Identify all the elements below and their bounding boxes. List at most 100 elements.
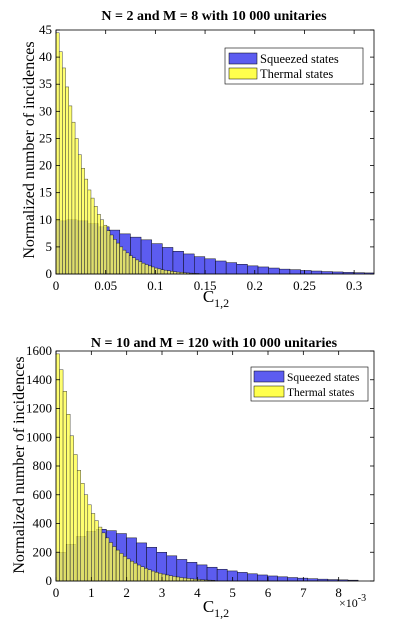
x-tick-label: 0 [53,278,60,293]
bar [106,230,111,275]
bar [66,414,71,582]
bar [97,214,101,275]
bar [279,268,291,275]
y-tick-label: 25 [39,130,52,145]
bar [80,483,85,582]
bars [55,32,375,275]
bar [287,577,298,582]
bar [115,549,120,582]
y-tick-label: 15 [39,185,52,200]
bar [237,572,248,582]
y-axis-label: Normalized number of incidences [21,41,38,258]
bar [122,556,127,582]
y-tick-label: 45 [39,22,52,37]
bar [160,269,165,275]
legend-label-squeezed: Squeezed states [260,52,339,66]
bar [161,573,166,582]
bars [55,353,359,582]
y-tick-label: 35 [39,76,52,91]
bar [247,573,258,582]
bar [297,577,308,582]
bar [289,269,301,275]
bar [135,259,139,275]
y-tick-label: 1400 [26,372,52,387]
x-axis-multiplier: ×10-3 [339,593,366,610]
bar [170,271,174,275]
bar [76,470,81,582]
bar [103,224,108,275]
legend-swatch-squeezed [253,370,285,383]
y-tick-label: 0 [46,266,53,281]
bar [78,154,82,275]
y-tick-label: 30 [39,103,52,118]
bar [138,261,143,275]
bar [94,520,99,582]
bar [116,242,120,275]
bar [100,219,104,275]
bar [108,542,113,582]
x-axis-label: C1,2 [203,287,229,310]
chart-title: N = 10 and M = 120 with 10 000 unitaries [91,336,338,351]
bar [172,576,177,582]
y-tick-label: 20 [39,158,52,173]
bar [216,568,228,582]
bar [215,260,227,275]
x-multiplier-exponent: -3 [358,593,366,604]
series-thermal [55,32,200,275]
bar [125,252,130,275]
bar [140,566,145,582]
bar [69,435,74,582]
bar [133,562,138,582]
bar [74,138,79,275]
bar [147,265,152,275]
bar [68,105,73,275]
x-tick-label: 6 [265,585,272,600]
bar [62,391,67,582]
bar [128,255,133,275]
bar [137,564,142,582]
x-tick-label: 0.25 [293,278,316,293]
y-axis-label: Normalized number of incidences [11,356,28,573]
bar [112,546,117,582]
legend: Squeezed states Thermal states [250,366,369,402]
x-tick-label: 1 [88,585,95,600]
bar [87,189,92,275]
bar [129,560,134,582]
bar [179,577,184,582]
bar [151,266,155,275]
y-tick-label: 1000 [26,429,52,444]
x-tick-label: 0.1 [147,278,163,293]
bar [247,265,259,275]
bar [132,257,136,275]
bar [62,67,66,275]
bar [147,569,152,582]
y-tick-label: 0 [46,573,53,588]
plot-frame [55,29,375,275]
bar [267,575,278,582]
x-axis-label-sub: 1,2 [214,606,229,620]
bar [55,353,60,582]
bar [141,262,146,275]
bar [93,205,98,275]
bar [175,576,180,582]
chart-title: N = 2 and M = 8 with 10 000 unitaries [101,9,327,24]
panel-top: N = 2 and M = 8 with 10 000 unitaries No… [21,9,375,310]
bar [144,568,149,582]
bar [119,246,124,275]
bar [225,262,237,275]
legend-swatch-thermal [228,67,258,80]
panel-bottom: N = 10 and M = 120 with 10 000 unitaries… [11,336,375,620]
legend-swatch-thermal [253,385,285,398]
bar [183,253,195,275]
x-tick-label: 4 [194,585,201,600]
legend-swatch-squeezed [228,52,258,65]
x-tick-label: 8 [335,585,342,600]
y-tick-label: 800 [33,458,53,473]
bar [122,249,127,275]
y-tick-label: 1600 [26,343,52,358]
y-ticks: 0 200 400 600 800 1000 1200 1400 1600 [26,343,374,588]
y-tick-label: 10 [39,212,52,227]
bar [119,553,124,582]
x-tick-label: 0.3 [346,278,362,293]
x-multiplier-base: ×10 [339,596,358,610]
